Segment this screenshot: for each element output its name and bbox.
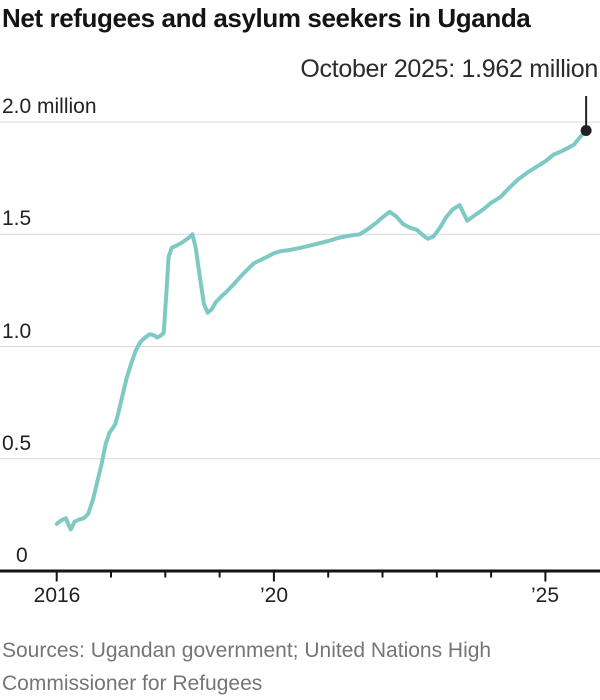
source-note-line-1: Sources: Ugandan government; United Nati… [2, 639, 492, 662]
x-axis-label-2025: ’25 [530, 584, 560, 607]
chart-title: Net refugees and asylum seekers in Ugand… [2, 3, 531, 33]
y-axis-label-2: 2.0 million [2, 95, 97, 118]
y-axis-label-1.5: 1.5 [2, 207, 32, 230]
y-axis-label-0.5: 0.5 [2, 432, 32, 455]
source-note-line-2: Commissioner for Refugees [2, 672, 263, 695]
y-axis-label-1: 1.0 [2, 320, 32, 343]
end-value-annotation: October 2025: 1.962 million [300, 55, 598, 83]
y-axis-label-0: 0 [16, 544, 28, 567]
x-axis-label-2016: 2016 [33, 584, 81, 607]
source-note: Sources: Ugandan government; United Nati… [2, 634, 491, 700]
x-axis-label-2020: ’20 [259, 584, 289, 607]
trend-line [54, 128, 589, 532]
end-point-dot [580, 125, 592, 136]
